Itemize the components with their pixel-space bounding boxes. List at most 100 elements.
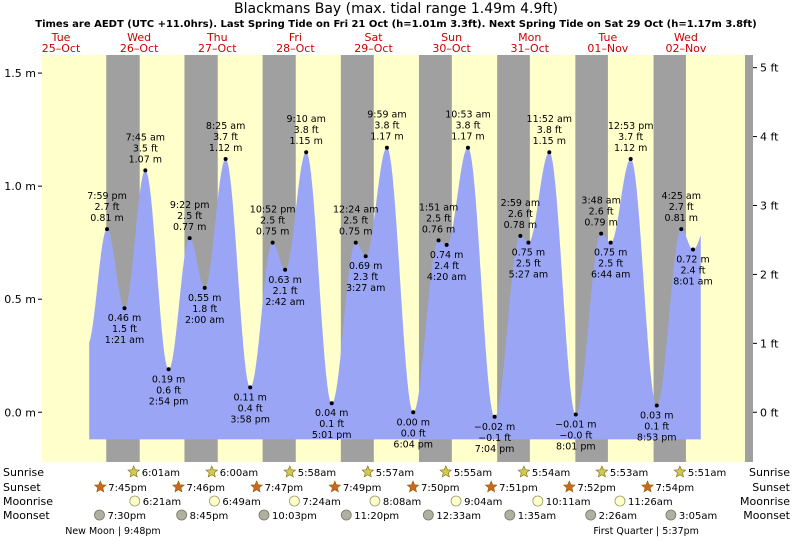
date-label: 25–Oct xyxy=(42,42,81,55)
tide-time-label: 8:01 am xyxy=(673,276,712,287)
tide-point xyxy=(608,240,613,245)
tide-point xyxy=(679,227,684,232)
tide-point xyxy=(270,240,275,245)
tide-point xyxy=(526,240,531,245)
moonset-time: 11:20pm xyxy=(354,511,399,522)
tide-m-label: 0.55 m xyxy=(188,293,221,304)
tide-time-label: 2:54 pm xyxy=(149,396,189,407)
tide-time-label: 8:01 pm xyxy=(556,442,596,453)
row-label-left-sunset: Sunset xyxy=(3,481,41,494)
tide-ft-label: 2.3 ft xyxy=(353,272,378,283)
sunset-time: 7:47pm xyxy=(265,483,304,494)
tide-m-label: 0.75 m xyxy=(512,248,545,259)
tide-ft-label: 3.5 ft xyxy=(133,143,158,154)
tide-time-label: 5:01 pm xyxy=(312,430,352,441)
tide-m-label: 1.12 m xyxy=(209,143,242,154)
y-tick-label-right: 0 ft xyxy=(760,406,779,419)
row-label-right-sunrise: Sunrise xyxy=(749,466,790,479)
tide-ft-label: 3.7 ft xyxy=(213,132,238,143)
tide-point xyxy=(363,254,368,259)
sunrise-time: 5:58am xyxy=(298,468,336,479)
tide-time-label: 11:52 am xyxy=(527,114,572,125)
sunset-time: 7:52pm xyxy=(577,483,616,494)
row-label-right-moonset: Moonset xyxy=(743,509,790,522)
moonset-time: 1:35am xyxy=(518,511,556,522)
day-of-week-label: Tue xyxy=(51,31,71,44)
day-of-week-label: Wed xyxy=(674,31,698,44)
moonset-icon xyxy=(665,509,677,521)
row-label-left-sunrise: Sunrise xyxy=(3,466,44,479)
tide-time-label: 7:45 am xyxy=(126,132,165,143)
tide-ft-label: −0.1 ft xyxy=(478,433,511,444)
y-tick-label-right: 4 ft xyxy=(760,131,779,144)
sunset-icon xyxy=(406,480,420,493)
moonset-time: 8:45pm xyxy=(190,511,229,522)
moonset-icon xyxy=(94,509,105,521)
tide-point xyxy=(122,306,127,311)
sunset-icon xyxy=(562,480,576,493)
tide-point xyxy=(329,401,334,406)
date-label: 30–Oct xyxy=(432,42,471,55)
tide-m-label: 1.17 m xyxy=(451,132,484,143)
tide-ft-label: 0.1 ft xyxy=(319,419,344,430)
tide-m-label: 0.03 m xyxy=(640,410,673,421)
tide-point xyxy=(411,410,416,415)
tide-m-label: 0.19 m xyxy=(152,374,185,385)
tide-m-label: 1.17 m xyxy=(370,132,403,143)
tide-m-label: 0.72 m xyxy=(676,254,709,265)
tide-ft-label: 2.5 ft xyxy=(343,216,368,227)
moonset-time: 2:26am xyxy=(599,511,637,522)
sunrise-time: 6:00am xyxy=(220,468,258,479)
tide-m-label: 0.75 m xyxy=(256,227,289,238)
tide-point xyxy=(547,150,552,155)
moonrise-icon xyxy=(129,495,141,507)
tide-point xyxy=(248,385,253,390)
tide-ft-label: 2.1 ft xyxy=(273,286,298,297)
tide-ft-label: 2.5 ft xyxy=(177,211,202,222)
tide-point xyxy=(384,145,389,150)
tide-m-label: 1.15 m xyxy=(289,136,322,147)
night-band-edge xyxy=(745,55,753,462)
moonset-icon xyxy=(422,509,434,521)
tide-time-label: 10:53 am xyxy=(445,110,490,121)
sunset-time: 7:45pm xyxy=(108,483,147,494)
tide-m-label: 0.74 m xyxy=(430,250,463,261)
sunrise-time: 5:53am xyxy=(610,468,648,479)
tide-ft-label: 2.5 ft xyxy=(598,259,623,270)
tide-time-label: 12:53 pm xyxy=(608,121,654,132)
moonrise-time: 8:08am xyxy=(383,497,421,508)
y-tick-label-right: 1 ft xyxy=(760,337,779,350)
tide-m-label: 0.75 m xyxy=(594,248,627,259)
tide-ft-label: 1.5 ft xyxy=(112,324,137,335)
tide-area xyxy=(89,147,701,440)
tide-point xyxy=(465,145,470,150)
tide-time-label: 1:21 am xyxy=(105,335,144,346)
tide-point xyxy=(166,367,171,372)
moonrise-time: 6:21am xyxy=(143,497,181,508)
tide-point xyxy=(599,231,604,236)
moonset-icon xyxy=(504,509,516,521)
moonrise-icon xyxy=(289,495,300,507)
date-label: 26–Oct xyxy=(120,42,159,55)
tide-time-label: 10:52 pm xyxy=(250,205,296,216)
moonset-icon xyxy=(340,509,352,521)
sunrise-icon xyxy=(283,465,297,478)
tide-time-label: 5:27 am xyxy=(509,270,548,281)
tide-time-label: 3:48 am xyxy=(581,196,620,207)
tide-time-label: 8:53 pm xyxy=(637,432,677,443)
y-tick-label-right: 2 ft xyxy=(760,268,779,281)
y-tick-label-left: 1.0 m xyxy=(4,180,36,193)
tide-point xyxy=(628,157,633,162)
moonrise-icon xyxy=(532,495,544,507)
tide-point xyxy=(436,238,441,243)
sunset-icon xyxy=(93,480,107,493)
moonrise-icon xyxy=(369,495,381,507)
moonset-time: 12:33am xyxy=(436,511,481,522)
tide-time-label: 2:59 am xyxy=(501,198,540,209)
moonrise-time: 6:49am xyxy=(222,497,260,508)
sunrise-time: 5:55am xyxy=(454,468,492,479)
day-of-week-label: Tue xyxy=(597,31,617,44)
tide-m-label: 0.11 m xyxy=(233,392,266,403)
